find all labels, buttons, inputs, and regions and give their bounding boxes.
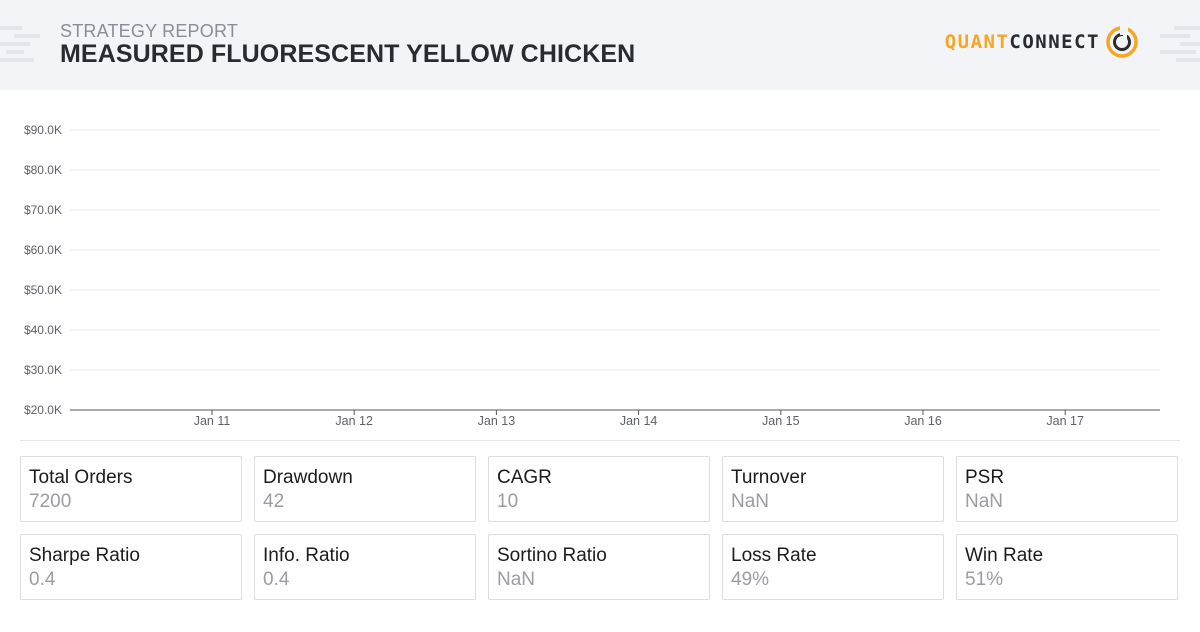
y-tick-label: $80.0K — [24, 163, 62, 177]
equity-chart: $20.0K $30.0K $40.0K $50.0K $60.0K $70.0K $80.… — [0, 90, 1200, 440]
stat-value: 51% — [965, 569, 1004, 590]
stat-label: Total Orders — [29, 467, 133, 488]
stat-card: Sortino Ratio NaN — [488, 534, 710, 600]
divider — [20, 440, 1180, 441]
stat-value: 0.4 — [263, 569, 290, 590]
stat-card: Total Orders 7200 — [20, 456, 242, 522]
stat-label: CAGR — [497, 467, 552, 488]
stat-card: Sharpe Ratio 0.4 — [20, 534, 242, 600]
logo-text: QUANTCONNECT — [945, 31, 1100, 53]
stat-label: Sortino Ratio — [497, 545, 607, 566]
report-label: STRATEGY REPORT — [60, 21, 239, 41]
x-tick-label: Jan 17 — [1046, 414, 1084, 428]
report-title: MEASURED FLUORESCENT YELLOW CHICKEN — [60, 40, 636, 68]
stat-label: Win Rate — [965, 545, 1044, 566]
stat-card: Turnover NaN — [722, 456, 944, 522]
stat-value: 42 — [263, 491, 285, 512]
stat-value: 10 — [497, 491, 519, 512]
y-tick-label: $60.0K — [24, 243, 62, 257]
y-tick-label: $40.0K — [24, 323, 62, 337]
x-tick-label: Jan 15 — [762, 414, 800, 428]
logo-text-connect: CONNECT — [1009, 31, 1100, 53]
stat-value: NaN — [497, 569, 536, 590]
report-header: STRATEGY REPORT MEASURED FLUORESCENT YEL… — [0, 0, 1200, 90]
stat-card: Win Rate 51% — [956, 534, 1178, 600]
quantconnect-logo: QUANTCONNECT — [945, 24, 1140, 60]
y-tick-label: $20.0K — [24, 403, 62, 417]
stat-label: Loss Rate — [731, 545, 817, 566]
logo-text-quant: QUANT — [944, 31, 1010, 53]
x-tick-label: Jan 11 — [194, 414, 231, 428]
stat-label: Sharpe Ratio — [29, 545, 140, 566]
stat-value: NaN — [731, 491, 770, 512]
stat-label: Drawdown — [263, 467, 353, 488]
stat-card: Info. Ratio 0.4 — [254, 534, 476, 600]
y-tick-label: $30.0K — [24, 363, 62, 377]
stat-card: Drawdown 42 — [254, 456, 476, 522]
stat-value: NaN — [965, 491, 1004, 512]
x-tick-label: Jan 13 — [478, 414, 516, 428]
stat-value: 0.4 — [29, 569, 56, 590]
stat-card: PSR NaN — [956, 456, 1178, 522]
stat-label: Info. Ratio — [263, 545, 350, 566]
stat-value: 49% — [731, 569, 770, 590]
equity-chart-svg: $20.0K $30.0K $40.0K $50.0K $60.0K $70.0K $80.… — [24, 123, 1160, 428]
decorative-lines-right — [1160, 22, 1200, 72]
x-tick-label: Jan 12 — [335, 414, 373, 428]
y-tick-label: $70.0K — [24, 203, 62, 217]
quantconnect-logo-icon — [1106, 26, 1138, 58]
stat-label: Turnover — [731, 467, 807, 488]
y-tick-label: $90.0K — [24, 123, 62, 137]
stat-card: Loss Rate 49% — [722, 534, 944, 600]
stat-card: CAGR 10 — [488, 456, 710, 522]
decorative-lines-left — [0, 22, 40, 72]
stat-value: 7200 — [29, 491, 72, 512]
x-tick-label: Jan 14 — [620, 414, 658, 428]
y-tick-label: $50.0K — [24, 283, 62, 297]
x-tick-label: Jan 16 — [904, 414, 942, 428]
stat-label: PSR — [965, 467, 1005, 488]
